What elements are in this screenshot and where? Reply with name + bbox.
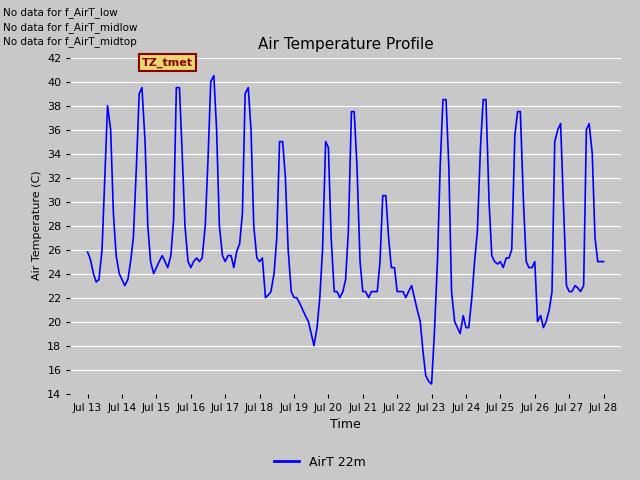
Text: No data for f_AirT_midlow: No data for f_AirT_midlow [3,22,138,33]
X-axis label: Time: Time [330,418,361,431]
Text: No data for f_AirT_low: No data for f_AirT_low [3,7,118,18]
Y-axis label: Air Temperature (C): Air Temperature (C) [31,171,42,280]
Legend: AirT 22m: AirT 22m [269,451,371,474]
Text: TZ_tmet: TZ_tmet [142,58,193,68]
Title: Air Temperature Profile: Air Temperature Profile [258,37,433,52]
Text: No data for f_AirT_midtop: No data for f_AirT_midtop [3,36,137,47]
